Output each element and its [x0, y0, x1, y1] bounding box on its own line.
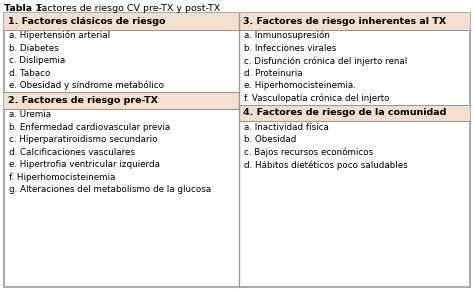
- Text: c. Dislipemia: c. Dislipemia: [9, 56, 65, 65]
- Text: e. Hipertrofia ventricular izquierda: e. Hipertrofia ventricular izquierda: [9, 160, 160, 169]
- Text: e. Hiperhomocisteinemia.: e. Hiperhomocisteinemia.: [244, 81, 356, 90]
- Text: 3. Factores de riesgo inherentes al TX: 3. Factores de riesgo inherentes al TX: [243, 17, 447, 26]
- Text: g. Alteraciones del metabolismo de la glucosa: g. Alteraciones del metabolismo de la gl…: [9, 185, 211, 194]
- Bar: [4, 13, 239, 29]
- Text: 2. Factores de riesgo pre-TX: 2. Factores de riesgo pre-TX: [8, 96, 158, 105]
- Text: c. Bajos recursos económicos: c. Bajos recursos económicos: [244, 148, 374, 157]
- Text: d. Tabaco: d. Tabaco: [9, 69, 50, 78]
- Text: d. Calcificaciones vasculares: d. Calcificaciones vasculares: [9, 148, 135, 157]
- Text: a. Inmunosupresión: a. Inmunosupresión: [244, 31, 330, 40]
- Bar: [239, 13, 470, 29]
- Text: c. Hiperparatiroidismo secundario: c. Hiperparatiroidismo secundario: [9, 135, 157, 144]
- Text: a. Inactividad física: a. Inactividad física: [244, 123, 329, 132]
- Text: d. Proteinuria: d. Proteinuria: [244, 69, 303, 78]
- Text: 4. Factores de riesgo de la comunidad: 4. Factores de riesgo de la comunidad: [243, 108, 447, 117]
- Text: d. Hábitos dietéticos poco saludables: d. Hábitos dietéticos poco saludables: [244, 160, 408, 169]
- Bar: [4, 92, 239, 109]
- Text: Factores de riesgo CV pre-TX y post-TX: Factores de riesgo CV pre-TX y post-TX: [34, 4, 220, 13]
- Bar: [239, 104, 470, 121]
- Text: a. Hipertensión arterial: a. Hipertensión arterial: [9, 31, 110, 40]
- Text: e. Obesidad y síndrome metabólico: e. Obesidad y síndrome metabólico: [9, 81, 164, 91]
- Text: b. Enfermedad cardiovascular previa: b. Enfermedad cardiovascular previa: [9, 123, 170, 132]
- Text: f. Hiperhomocisteinemia: f. Hiperhomocisteinemia: [9, 173, 115, 182]
- Text: Tabla 1:: Tabla 1:: [4, 4, 46, 13]
- Text: f. Vasculopatía crónica del injerto: f. Vasculopatía crónica del injerto: [244, 93, 390, 103]
- Text: 1. Factores clásicos de riesgo: 1. Factores clásicos de riesgo: [8, 17, 165, 26]
- Text: a. Uremia: a. Uremia: [9, 110, 51, 119]
- Text: c. Disfunción crónica del injerto renal: c. Disfunción crónica del injerto renal: [244, 56, 408, 65]
- Text: b. Obesidad: b. Obesidad: [244, 135, 297, 144]
- Text: b. Diabetes: b. Diabetes: [9, 44, 59, 53]
- Text: b. Infecciones virales: b. Infecciones virales: [244, 44, 337, 53]
